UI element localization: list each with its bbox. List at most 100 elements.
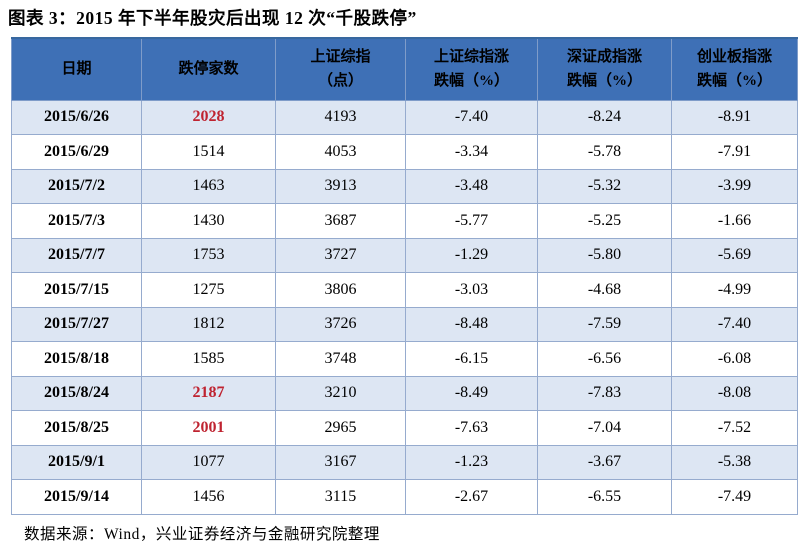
header-cell-chinext-change: 创业板指涨 跌幅（%） (671, 37, 798, 101)
header-label: 上证综指涨 (433, 48, 509, 65)
header-label: 日期 (61, 60, 92, 77)
szse-change-cell: -7.83 (537, 375, 672, 411)
header-label: 深证成指涨 (566, 48, 642, 65)
date-cell: 2015/7/3 (11, 203, 142, 239)
header-label: 跌停家数 (178, 60, 239, 77)
szse-change-cell: -8.24 (537, 99, 672, 135)
chinext-change-cell: -8.08 (671, 375, 798, 411)
header-cell-sse-change: 上证综指涨 跌幅（%） (405, 37, 538, 101)
source-note: 数据来源：Wind，兴业证券经济与金融研究院整理 (24, 525, 380, 542)
date-cell: 2015/7/27 (11, 306, 142, 342)
sse-change-cell: -7.63 (405, 410, 538, 446)
table-row: 2015/7/7 1753 3727 -1.29 -5.80 -5.69 (11, 237, 798, 273)
header-label-line2: （点） (317, 73, 363, 90)
table-header-row: 日期 跌停家数 上证综指 （点） 上证综指涨 跌幅（%） 深证成指涨 跌 (11, 37, 798, 101)
chinext-change-cell: -6.08 (671, 341, 798, 377)
date-cell: 2015/6/29 (11, 134, 142, 170)
sse-change-cell: -7.40 (405, 99, 538, 135)
limit-down-count-cell: 1514 (141, 134, 276, 170)
chinext-change-cell: -7.49 (671, 479, 798, 515)
sse-index-cell: 3727 (275, 237, 406, 273)
date-cell: 2015/7/2 (11, 168, 142, 204)
table-row: 2015/7/15 1275 3806 -3.03 -4.68 -4.99 (11, 272, 798, 308)
date-cell: 2015/7/15 (11, 272, 142, 308)
sse-index-cell: 3210 (275, 375, 406, 411)
limit-down-count-cell: 2187 (141, 375, 276, 411)
chinext-change-cell: -1.66 (671, 203, 798, 239)
header-label: 上证综指 (310, 48, 371, 65)
limit-down-count-cell: 1812 (141, 306, 276, 342)
szse-change-cell: -3.67 (537, 444, 672, 480)
szse-change-cell: -7.04 (537, 410, 672, 446)
szse-change-cell: -7.59 (537, 306, 672, 342)
header-label-line2: 跌幅（%） (566, 73, 642, 90)
header-label-line2: 跌幅（%） (433, 73, 509, 90)
limit-down-count-cell: 1456 (141, 479, 276, 515)
sse-change-cell: -3.48 (405, 168, 538, 204)
limit-down-count-cell: 1275 (141, 272, 276, 308)
table-row: 2015/7/3 1430 3687 -5.77 -5.25 -1.66 (11, 203, 798, 239)
header-label: 创业板指涨 (696, 48, 772, 65)
sse-index-cell: 4193 (275, 99, 406, 135)
limit-down-count-cell: 2028 (141, 99, 276, 135)
table-row: 2015/9/14 1456 3115 -2.67 -6.55 -7.49 (11, 479, 798, 515)
header-cell-szse-change: 深证成指涨 跌幅（%） (537, 37, 672, 101)
limit-down-count-cell: 1585 (141, 341, 276, 377)
szse-change-cell: -6.55 (537, 479, 672, 515)
chinext-change-cell: -7.52 (671, 410, 798, 446)
sse-change-cell: -2.67 (405, 479, 538, 515)
limit-down-count-cell: 1430 (141, 203, 276, 239)
szse-change-cell: -5.80 (537, 237, 672, 273)
szse-change-cell: -5.78 (537, 134, 672, 170)
table-row: 2015/9/1 1077 3167 -1.23 -3.67 -5.38 (11, 444, 798, 480)
date-cell: 2015/8/18 (11, 341, 142, 377)
sse-change-cell: -8.48 (405, 306, 538, 342)
table-row: 2015/6/26 2028 4193 -7.40 -8.24 -8.91 (11, 99, 798, 135)
szse-change-cell: -5.25 (537, 203, 672, 239)
sse-index-cell: 2965 (275, 410, 406, 446)
date-cell: 2015/6/26 (11, 99, 142, 135)
table-row: 2015/7/27 1812 3726 -8.48 -7.59 -7.40 (11, 306, 798, 342)
sse-index-cell: 3806 (275, 272, 406, 308)
limit-down-count-cell: 1753 (141, 237, 276, 273)
chinext-change-cell: -5.38 (671, 444, 798, 480)
sse-change-cell: -3.34 (405, 134, 538, 170)
chinext-change-cell: -7.91 (671, 134, 798, 170)
szse-change-cell: -5.32 (537, 168, 672, 204)
chinext-change-cell: -7.40 (671, 306, 798, 342)
limit-down-count-cell: 1077 (141, 444, 276, 480)
date-cell: 2015/9/14 (11, 479, 142, 515)
sse-change-cell: -1.23 (405, 444, 538, 480)
date-cell: 2015/8/24 (11, 375, 142, 411)
szse-change-cell: -4.68 (537, 272, 672, 308)
sse-index-cell: 3748 (275, 341, 406, 377)
table-body: 2015/6/26 2028 4193 -7.40 -8.24 -8.91 20… (11, 99, 798, 515)
sse-index-cell: 3913 (275, 168, 406, 204)
table-row: 2015/8/18 1585 3748 -6.15 -6.56 -6.08 (11, 341, 798, 377)
limit-down-count-cell: 2001 (141, 410, 276, 446)
header-cell-date: 日期 (11, 37, 142, 101)
date-cell: 2015/8/25 (11, 410, 142, 446)
chinext-change-cell: -3.99 (671, 168, 798, 204)
sse-index-cell: 3167 (275, 444, 406, 480)
date-cell: 2015/7/7 (11, 237, 142, 273)
header-cell-sse-index: 上证综指 （点） (275, 37, 406, 101)
header-label-line2: 跌幅（%） (696, 73, 772, 90)
chinext-change-cell: -4.99 (671, 272, 798, 308)
table-row: 2015/8/25 2001 2965 -7.63 -7.04 -7.52 (11, 410, 798, 446)
limit-down-count-cell: 1463 (141, 168, 276, 204)
sse-change-cell: -3.03 (405, 272, 538, 308)
sse-index-cell: 3687 (275, 203, 406, 239)
chinext-change-cell: -8.91 (671, 99, 798, 135)
sse-change-cell: -8.49 (405, 375, 538, 411)
sse-index-cell: 3115 (275, 479, 406, 515)
table-row: 2015/6/29 1514 4053 -3.34 -5.78 -7.91 (11, 134, 798, 170)
table-row: 2015/8/24 2187 3210 -8.49 -7.83 -8.08 (11, 375, 798, 411)
date-cell: 2015/9/1 (11, 444, 142, 480)
sse-change-cell: -5.77 (405, 203, 538, 239)
page-title: 图表 3：2015 年下半年股灾后出现 12 次“千股跌停” (8, 8, 417, 28)
szse-change-cell: -6.56 (537, 341, 672, 377)
table-row: 2015/7/2 1463 3913 -3.48 -5.32 -3.99 (11, 168, 798, 204)
limit-down-table: 日期 跌停家数 上证综指 （点） 上证综指涨 跌幅（%） 深证成指涨 跌 (11, 37, 798, 515)
